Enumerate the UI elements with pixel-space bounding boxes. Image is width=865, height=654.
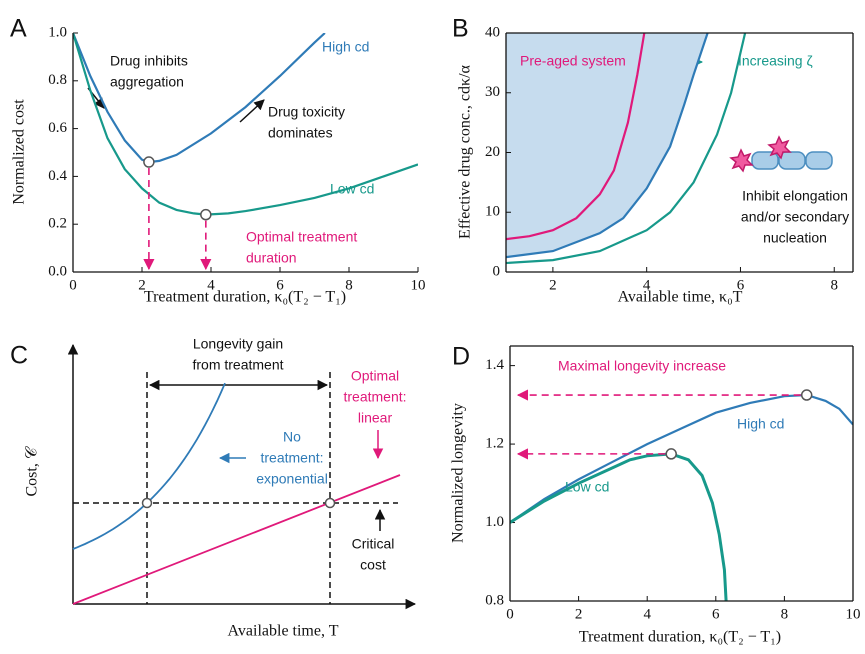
y-axis-label: Effective drug conc., cdκ/α — [457, 64, 474, 238]
x-tick-label: 10 — [846, 606, 861, 622]
y-tick-label: 0.0 — [48, 263, 67, 279]
y-tick-label: 10 — [485, 204, 500, 220]
x-tick-label: 6 — [737, 277, 745, 293]
series-label: Low cd — [330, 181, 374, 197]
x-tick-label: 8 — [830, 277, 838, 293]
linear-cost — [72, 474, 401, 605]
series-line — [510, 393, 853, 524]
arrow — [239, 99, 265, 123]
x-tick-label: 2 — [575, 606, 583, 622]
x-axis-label: Treatment duration, κ₀(T₂ − T₁) — [144, 289, 346, 306]
optimum-marker — [200, 208, 212, 221]
x-tick-label: 4 — [643, 277, 651, 293]
y-tick-label: 1.0 — [48, 24, 67, 40]
annotation: aggregation — [110, 74, 184, 90]
annotation: No — [283, 429, 301, 445]
annotation: dominates — [268, 125, 333, 141]
x-axis-label: Available time, κ₀T — [618, 289, 743, 306]
icon — [751, 151, 779, 170]
annotation: from treatment — [192, 357, 283, 373]
x-tick-label: 2 — [549, 277, 557, 293]
series-label: High cd — [737, 416, 784, 432]
icon — [767, 135, 792, 160]
panel-letter: B — [452, 15, 469, 43]
y-tick-label: 0.8 — [48, 72, 67, 88]
annotation: linear — [358, 410, 393, 426]
crossing — [324, 497, 336, 509]
annotation: duration — [246, 250, 297, 266]
annotation: and/or secondary — [741, 209, 849, 225]
x-tick-label: 6 — [712, 606, 720, 622]
optimum-marker — [143, 156, 155, 168]
series-line — [506, 33, 709, 259]
annotation: Optimal — [351, 368, 399, 384]
annotation: nucleation — [763, 230, 827, 246]
x-tick-label: 2 — [138, 277, 146, 293]
x-tick-label: 6 — [276, 277, 284, 293]
y-tick-label: 20 — [485, 144, 500, 160]
x-tick-label: 0 — [506, 606, 514, 622]
panel-letter: C — [10, 342, 28, 370]
icon — [729, 148, 754, 173]
series-line — [73, 33, 326, 164]
annotation: Inhibit elongation — [742, 188, 848, 204]
optimum-marker — [665, 448, 677, 460]
y-tick-label: 0.6 — [48, 120, 67, 136]
x-tick-label: 4 — [207, 277, 215, 293]
y-tick-label: 0.2 — [48, 216, 67, 232]
y-tick-label: 0.4 — [48, 168, 67, 184]
annotation: treatment: — [343, 389, 406, 405]
y-tick-label: 40 — [485, 24, 500, 40]
exponential-cost — [72, 382, 226, 550]
y-tick-label: 1.4 — [485, 357, 504, 373]
annotation: Maximal longevity increase — [558, 358, 726, 374]
optimum-marker — [800, 389, 813, 401]
y-tick-label: 1.2 — [485, 436, 504, 452]
x-axis-label: Treatment duration, κ₀(T₂ − T₁) — [579, 629, 781, 646]
annotation: Drug inhibits — [110, 53, 188, 69]
series-line — [506, 33, 747, 265]
icon — [778, 151, 806, 170]
y-tick-label: 1.0 — [485, 514, 504, 530]
series-line — [73, 33, 418, 216]
x-tick-label: 8 — [781, 606, 789, 622]
panel-letter: A — [10, 15, 27, 43]
shaded-region — [506, 33, 708, 258]
panel-letter: D — [452, 343, 470, 371]
x-tick-label: 10 — [411, 277, 426, 293]
y-axis-label: Cost, 𝒞 — [24, 446, 41, 496]
series-line — [506, 33, 646, 241]
series-label: Pre-aged system — [520, 53, 626, 69]
series-label: Low cd — [565, 479, 609, 495]
x-tick-label: 0 — [69, 277, 77, 293]
annotation: Longevity gain — [193, 336, 283, 352]
x-tick-label: 8 — [345, 277, 353, 293]
crossing — [141, 497, 153, 509]
series-line — [510, 452, 728, 601]
annotation: cost — [360, 557, 386, 573]
series-label: High cd — [322, 39, 369, 55]
y-axis-label: Normalized cost — [11, 99, 28, 205]
annotation: Critical — [352, 536, 395, 552]
y-tick-label: 30 — [485, 84, 500, 100]
annotation: Optimal treatment — [246, 229, 357, 245]
icon — [805, 151, 833, 170]
x-axis-label: Available time, T — [228, 623, 339, 640]
series-label: Increasing ζ — [738, 53, 813, 69]
annotation: Drug toxicity — [268, 104, 345, 120]
y-axis-label: Normalized longevity — [450, 403, 467, 543]
annotation: exponential — [256, 471, 328, 487]
y-tick-label: 0.8 — [485, 592, 504, 608]
annotation: treatment: — [260, 450, 323, 466]
y-tick-label: 0 — [493, 263, 501, 279]
x-tick-label: 4 — [643, 606, 651, 622]
